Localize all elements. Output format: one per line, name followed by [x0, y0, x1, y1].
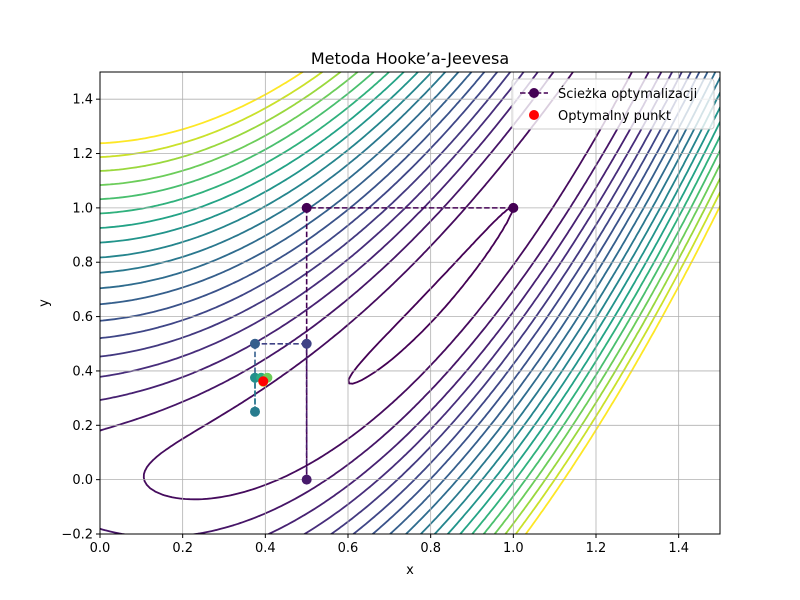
- x-tick-label: 1.2: [586, 541, 607, 556]
- y-tick-label: 0.2: [72, 419, 93, 434]
- plot-frame: [99, 71, 721, 535]
- x-tick-label: 1.4: [668, 541, 689, 556]
- x-axis-label: x: [406, 563, 414, 578]
- contour-line: [100, 72, 720, 534]
- legend: Ścieżka optymalizacji Optymalny punkt: [511, 78, 715, 130]
- contour-line: [100, 72, 720, 534]
- contour-line: [100, 72, 720, 534]
- contour-line: [100, 72, 709, 534]
- legend-path-marker: [529, 88, 539, 98]
- contour-line: [100, 72, 674, 534]
- y-tick-label: 1.2: [72, 147, 93, 162]
- contour-line: [100, 72, 720, 534]
- optimization-path: [250, 202, 519, 485]
- y-tick-label: 1.4: [72, 93, 93, 108]
- grid-lines: [99, 72, 720, 535]
- path-point: [250, 338, 260, 349]
- x-tick-label: 0.8: [420, 541, 441, 556]
- legend-path-label: Ścieżka optymalizacji: [558, 86, 697, 102]
- contour-line: [100, 72, 720, 534]
- path-point: [301, 474, 312, 485]
- contour-line: [100, 72, 720, 534]
- x-tick-label: 0.0: [90, 541, 111, 556]
- contour-line: [347, 206, 514, 385]
- x-tick-label: 0.6: [338, 541, 359, 556]
- contour-line: [100, 72, 683, 534]
- y-tick-label: 1.0: [72, 201, 93, 216]
- y-axis-label: y: [37, 299, 52, 307]
- contour-line: [100, 72, 720, 534]
- contour-line: [100, 72, 717, 534]
- path-point: [301, 202, 312, 213]
- path-point: [250, 406, 260, 417]
- chart-title: Metoda Hooke’a-Jeevesa: [311, 49, 509, 68]
- contour-line: [100, 72, 720, 534]
- legend-optimum-label: Optymalny punkt: [558, 109, 671, 124]
- path-point: [301, 338, 312, 349]
- y-tick-label: 0.4: [72, 364, 93, 379]
- optimal-point: [258, 376, 269, 387]
- path-point: [508, 202, 519, 213]
- contour-lines: [100, 72, 720, 534]
- y-tick-label: 0.6: [72, 310, 93, 325]
- legend-optimum-marker: [529, 110, 539, 120]
- x-tick-label: 0.4: [255, 541, 276, 556]
- y-tick-label: 0.0: [72, 473, 93, 488]
- y-tick-label: −0.2: [61, 528, 93, 543]
- y-tick-label: 0.8: [72, 256, 93, 271]
- contour-line: [100, 72, 650, 534]
- x-tick-label: 0.2: [172, 541, 193, 556]
- contour-line: [100, 72, 720, 534]
- x-axis-ticks: 0.0 0.2 0.4 0.6 0.8 1.0 1.2 1.4: [90, 534, 689, 556]
- y-axis-ticks: −0.2 0.0 0.2 0.4 0.6 0.8 1.0 1.2 1.4: [61, 93, 100, 543]
- legend-box: [511, 78, 715, 130]
- contour-line: [100, 72, 692, 534]
- x-tick-label: 1.0: [503, 541, 524, 556]
